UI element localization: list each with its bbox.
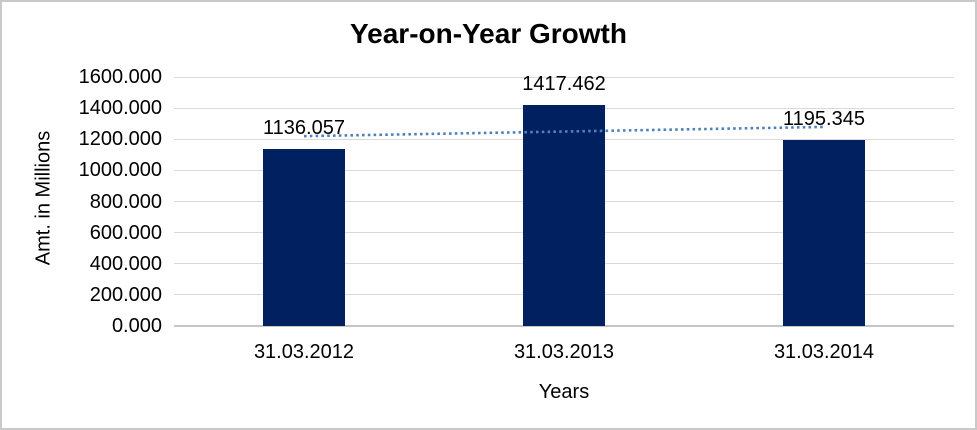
x-axis-line: [174, 325, 954, 327]
y-axis-tick-label: 1600.000: [78, 66, 162, 88]
y-axis-tick-label: 800.000: [89, 190, 162, 213]
data-label: 1417.462: [522, 73, 606, 96]
data-label: 1136.057: [263, 117, 345, 140]
x-axis-category-label: 31.03.2012: [253, 341, 355, 363]
plot-area: [174, 76, 954, 327]
y-axis-tick-label: 400.000: [89, 252, 162, 275]
y-axis-tick-label: 600.000: [89, 221, 162, 244]
x-axis-title: Years: [538, 381, 590, 403]
gridline: [174, 76, 954, 78]
bar-31.03.2014: [783, 139, 865, 326]
bar-31.03.2012: [263, 149, 345, 326]
x-axis-category-label: 31.03.2014: [773, 341, 875, 363]
y-axis-tick-label: 0.000: [111, 315, 162, 337]
y-axis-tick-label: 1400.000: [78, 97, 162, 120]
y-axis-tick-label: 1200.000: [78, 128, 162, 151]
bar-31.03.2013: [523, 105, 605, 326]
y-axis-tick-label: 1000.000: [78, 159, 162, 182]
chart-title: Year-on-Year Growth: [350, 18, 627, 49]
x-axis-category-label: 31.03.2013: [513, 341, 615, 363]
data-label: 1195.345: [783, 107, 865, 130]
y-axis-tick-label: 200.000: [89, 283, 162, 306]
